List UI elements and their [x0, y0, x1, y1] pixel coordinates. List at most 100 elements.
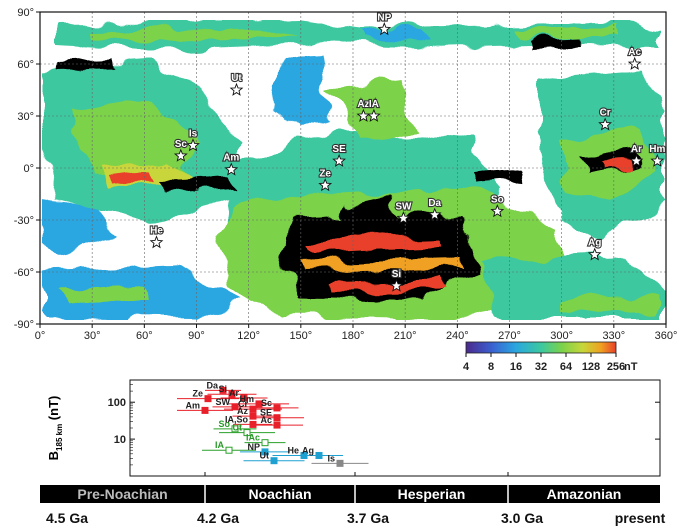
data-point: [201, 406, 209, 414]
period-bar: Pre-Noachian Noachian Hesperian Amazonian: [40, 485, 660, 503]
point-label: He: [287, 445, 299, 455]
site-label: Da: [428, 198, 441, 209]
colorbar-tick-label: 32: [535, 361, 547, 373]
x-tick-label: 330°: [602, 330, 625, 342]
data-point: [231, 403, 239, 411]
data-point: [228, 390, 236, 398]
colorbar-tick-label: 128: [582, 361, 600, 373]
site-label: IA: [369, 99, 379, 110]
x-tick-label: 360°: [655, 330, 678, 342]
point-label: So: [218, 419, 230, 429]
site-star-icon: [224, 162, 239, 176]
data-point: [315, 451, 323, 459]
colorbar-tick-label: 64: [560, 361, 573, 373]
colorbar-tick-label: 8: [488, 361, 494, 373]
x-tick-label: 60°: [136, 330, 153, 342]
period-segment: [508, 485, 660, 503]
period-label: Hesperian: [398, 486, 466, 502]
point-label: Ag: [302, 445, 314, 455]
period-segment: [40, 485, 205, 503]
map-grid: [40, 12, 666, 324]
point-label: Ac: [260, 415, 272, 425]
y-tick-label: 90°: [17, 7, 34, 19]
site-label: So: [491, 194, 504, 205]
x-tick-label: 300°: [550, 330, 573, 342]
point-label: Ut: [233, 423, 243, 433]
colorbar-tick-label: 256: [607, 361, 625, 373]
magnetic-map: 0° 30° 60° 90° 120° 150° 180° 210° 240° 270° 300° 3…: [14, 7, 678, 342]
point-label: IA: [215, 440, 225, 450]
y-tick-label: -90°: [14, 319, 34, 331]
site-star-icon: [149, 235, 164, 249]
point-label: Sc: [261, 398, 272, 408]
site-star-icon: [389, 278, 404, 292]
point-label: Is: [327, 453, 335, 463]
site-star-icon: [318, 178, 333, 192]
y-tick-label: 0°: [23, 163, 34, 175]
x-tick-label: 240°: [446, 330, 469, 342]
colorbar-tick-label: 4: [463, 361, 470, 373]
site-label: Ze: [319, 168, 331, 179]
site-label: Ut: [231, 73, 242, 84]
x-tick-label: 120°: [237, 330, 260, 342]
site-star-icon: [490, 204, 505, 218]
site-label: Am: [223, 153, 239, 164]
data-point: [273, 414, 281, 422]
data-point: [249, 405, 257, 413]
data-point: [261, 448, 269, 456]
point-label: Ut: [260, 451, 270, 461]
site-label: NP: [377, 12, 391, 23]
site-label: SE: [332, 144, 346, 155]
colorbar-unit: nT: [624, 361, 638, 373]
site-star-icon: [587, 247, 602, 261]
point-label: IAc: [246, 433, 260, 443]
site-star-icon: [629, 153, 644, 167]
site-label: Ag: [588, 238, 601, 249]
data-point: [336, 459, 344, 467]
point-label: Si: [218, 384, 227, 394]
point-label: SE: [260, 408, 272, 418]
data-point: [231, 425, 239, 433]
site-star-icon: [173, 148, 188, 162]
site-star-icon: [186, 138, 200, 152]
data-point: [273, 421, 281, 429]
site-star-icon: [332, 153, 346, 167]
data-point: [255, 400, 263, 408]
site-star-icon: [396, 211, 411, 225]
data-point: [273, 404, 281, 412]
point-label: NP: [247, 442, 260, 452]
site-label: Ac: [628, 47, 641, 58]
x-tick-label: 30°: [84, 330, 101, 342]
data-point: [225, 446, 233, 454]
age-label: present: [615, 510, 666, 526]
point-label: Ze: [192, 389, 203, 399]
field-blobs: [42, 20, 666, 320]
data-point: [249, 412, 257, 420]
y-axis-label: B185 km (nT): [46, 396, 64, 461]
site-star-icon: [367, 108, 381, 122]
point-label: SW: [216, 397, 231, 407]
x-tick-label: 180°: [342, 330, 365, 342]
site-label: Cr: [600, 108, 611, 119]
point-label: Da: [206, 380, 218, 390]
site-label: Si: [392, 269, 402, 280]
scatter-y-tick-label: 10: [114, 434, 126, 446]
site-star-icon: [377, 22, 392, 36]
age-label: 4.5 Ga: [46, 510, 88, 526]
site-label: He: [150, 226, 163, 237]
x-tick-label: 270°: [498, 330, 521, 342]
map-ticks: 0° 30° 60° 90° 120° 150° 180° 210° 240° 270° 300° 3…: [14, 7, 678, 342]
age-label: 3.0 Ga: [501, 510, 543, 526]
x-tick-label: 90°: [188, 330, 205, 342]
site-star-icon: [229, 82, 244, 96]
y-tick-label: 60°: [17, 59, 34, 71]
period-label: Noachian: [248, 486, 311, 502]
data-point: [270, 457, 278, 465]
site-label: Hm: [649, 144, 665, 155]
point-label: Hm: [239, 394, 254, 404]
site-label: Ar: [631, 144, 642, 155]
site-label: Az: [357, 99, 369, 110]
